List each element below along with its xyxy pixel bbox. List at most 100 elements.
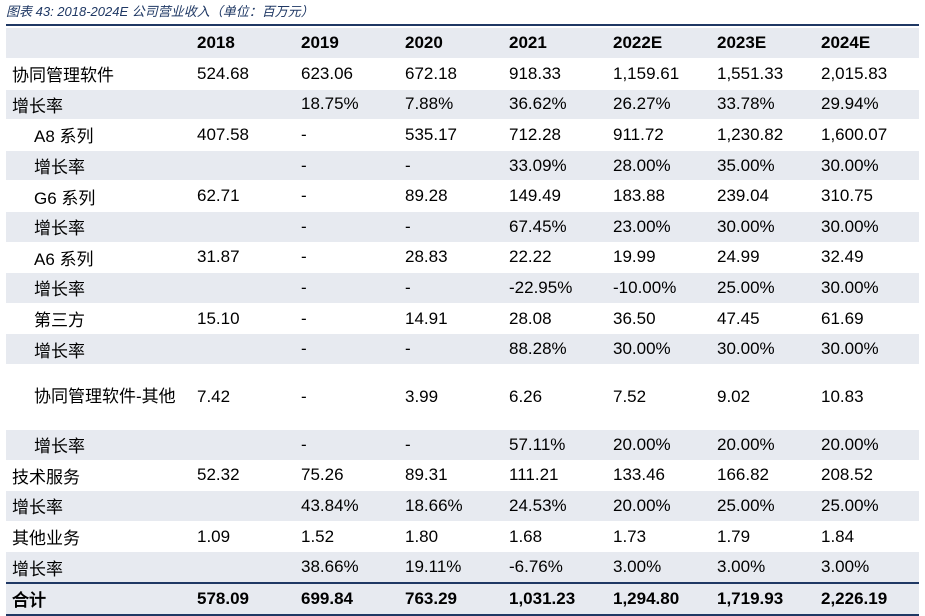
row-label: 增长率 — [6, 333, 189, 365]
table-cell: 19.11% — [397, 551, 501, 584]
table-cell: 61.69 — [813, 303, 919, 335]
table-cell: 7.88% — [397, 89, 501, 121]
table-cell: 239.04 — [709, 180, 813, 212]
table-row: 增长率 43.84% 18.66% 24.53% 20.00% 25.00% 25.00% — [6, 490, 919, 522]
table-cell: 1,230.82 — [709, 119, 813, 151]
table-cell: - — [397, 333, 501, 365]
table-cell: 30.00% — [709, 211, 813, 243]
table-cell: 67.45% — [501, 211, 605, 243]
table-cell: - — [397, 272, 501, 304]
total-cell: 1,031.23 — [501, 581, 605, 616]
table-cell: 524.68 — [189, 58, 293, 90]
table-cell — [189, 333, 293, 365]
table-cell: 18.66% — [397, 490, 501, 522]
table-row: 技术服务 52.32 75.26 89.31 111.21 133.46 166.82 208… — [6, 460, 919, 492]
table-cell: 88.28% — [501, 333, 605, 365]
total-cell: 763.29 — [397, 581, 501, 616]
table-cell — [189, 429, 293, 461]
table-cell: 911.72 — [605, 119, 709, 151]
table-cell: 75.26 — [293, 460, 397, 492]
table-cell: - — [293, 333, 397, 365]
table-cell: 7.42 — [189, 364, 293, 430]
table-cell — [189, 272, 293, 304]
table-row: 协同管理软件 524.68 623.06 672.18 918.33 1,159.61 1,… — [6, 58, 919, 90]
table-cell: 183.88 — [605, 180, 709, 212]
row-label: G6 系列 — [6, 180, 189, 212]
table-cell: 2,015.83 — [813, 58, 919, 90]
table-cell: 18.75% — [293, 89, 397, 121]
header-cell-label — [6, 28, 189, 59]
table-cell: 30.00% — [813, 211, 919, 243]
table-row: 增长率 18.75% 7.88% 36.62% 26.27% 33.78% 29.94% — [6, 89, 919, 121]
table-cell — [189, 551, 293, 584]
table-row: 增长率 - -67.45% 23.00% 30.00% 30.00% — [6, 211, 919, 243]
table-cell: 28.00% — [605, 150, 709, 182]
table-cell: 3.00% — [709, 551, 813, 584]
table-cell — [189, 490, 293, 522]
table-row: 增长率 - -57.11% 20.00% 20.00% 20.00% — [6, 429, 919, 461]
table-row: 增长率 38.66% 19.11% -6.76% 3.00% 3.00% 3.00% — [6, 551, 919, 584]
row-label: 增长率 — [6, 150, 189, 182]
table-cell: 1,159.61 — [605, 58, 709, 90]
table-cell: - — [397, 150, 501, 182]
row-label: 增长率 — [6, 490, 189, 522]
table-cell: 1.80 — [397, 521, 501, 553]
table-cell: 1.68 — [501, 521, 605, 553]
table-cell: 28.08 — [501, 303, 605, 335]
table-cell — [189, 89, 293, 121]
total-cell: 1,719.93 — [709, 581, 813, 616]
table-row: 协同管理软件-其他 7.42-3.99 6.26 7.52 9.02 10.83 — [6, 364, 919, 430]
table-row: 增长率 - - -22.95% -10.00% 25.00% 30.00% — [6, 272, 919, 304]
header-cell-2021: 2021 — [501, 28, 605, 59]
table-cell: - — [293, 119, 397, 151]
table-cell: 30.00% — [709, 333, 813, 365]
table-cell: 535.17 — [397, 119, 501, 151]
table-cell: 28.83 — [397, 242, 501, 274]
total-label: 合计 — [6, 581, 189, 616]
table-cell: 30.00% — [605, 333, 709, 365]
table-cell: 24.99 — [709, 242, 813, 274]
table-cell: 20.00% — [605, 490, 709, 522]
table-cell: 6.26 — [501, 364, 605, 430]
table-cell: - — [397, 429, 501, 461]
revenue-table: 2018 2019 2020 2021 2022E 2023E 2024E 协同… — [6, 28, 919, 616]
table-cell — [189, 150, 293, 182]
table-cell: 23.00% — [605, 211, 709, 243]
caption-rule — [6, 24, 919, 26]
row-label: 技术服务 — [6, 460, 189, 492]
row-label: 第三方 — [6, 303, 189, 335]
table-cell: 25.00% — [813, 490, 919, 522]
row-label: 其他业务 — [6, 521, 189, 553]
table-cell: 25.00% — [709, 272, 813, 304]
table-cell: 30.00% — [813, 333, 919, 365]
table-row: 其他业务 1.09 1.52 1.80 1.68 1.73 1.79 1.84 — [6, 521, 919, 553]
table-cell: 62.71 — [189, 180, 293, 212]
table-cell: 623.06 — [293, 58, 397, 90]
table-cell: - — [293, 211, 397, 243]
table-cell — [189, 211, 293, 243]
table-cell: 43.84% — [293, 490, 397, 522]
table-cell: 19.99 — [605, 242, 709, 274]
table-cell: - — [293, 364, 397, 430]
table-cell: 9.02 — [709, 364, 813, 430]
table-cell: 30.00% — [813, 272, 919, 304]
table-cell: 10.83 — [813, 364, 919, 430]
table-cell: 1.52 — [293, 521, 397, 553]
table-cell: 1.79 — [709, 521, 813, 553]
table-cell: 310.75 — [813, 180, 919, 212]
total-row: 合计 578.09 699.84 763.29 1,031.23 1,294.80 1,71… — [6, 581, 919, 616]
table-cell: 1.09 — [189, 521, 293, 553]
table-cell: 31.87 — [189, 242, 293, 274]
table-row: G6 系列 62.71-89.28 149.49 183.88 239.04 310.75 — [6, 180, 919, 212]
table-row: 第三方 15.10-14.91 28.08 36.50 47.45 61.69 — [6, 303, 919, 335]
table-cell: 36.50 — [605, 303, 709, 335]
table-cell: 57.11% — [501, 429, 605, 461]
row-label: A8 系列 — [6, 119, 189, 151]
header-row: 2018 2019 2020 2021 2022E 2023E 2024E — [6, 28, 919, 59]
table-cell: 111.21 — [501, 460, 605, 492]
table-cell: 30.00% — [813, 150, 919, 182]
table-cell: 208.52 — [813, 460, 919, 492]
header-cell-2018: 2018 — [189, 28, 293, 59]
table-row: A8 系列 407.58-535.17 712.28 911.72 1,230.82 1,… — [6, 119, 919, 151]
table-cell: 33.09% — [501, 150, 605, 182]
